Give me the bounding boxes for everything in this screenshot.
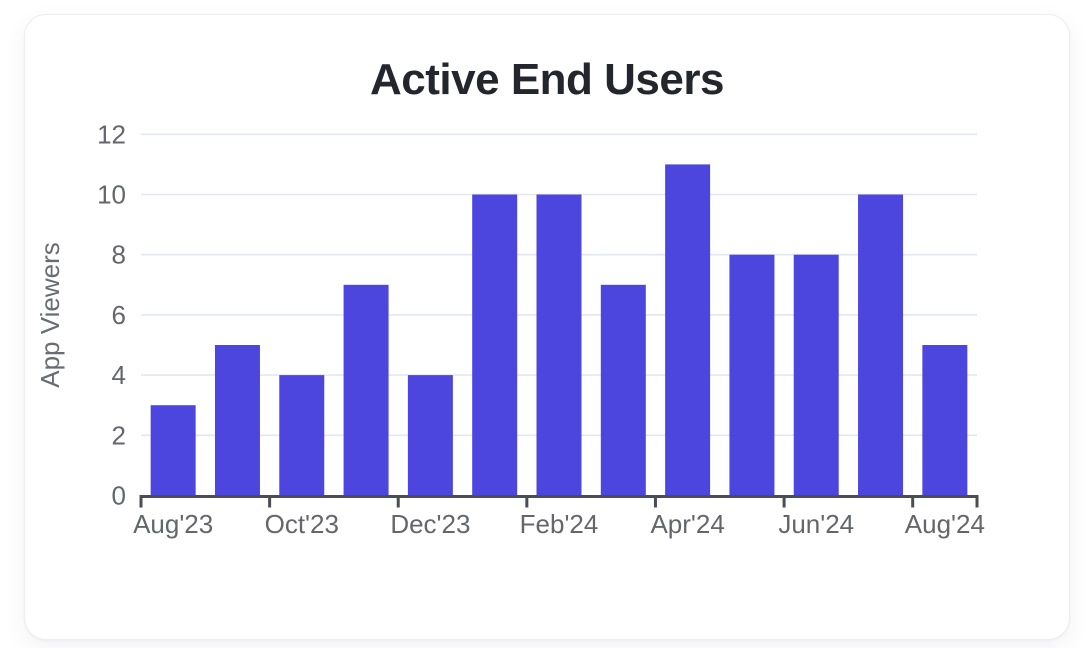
y-axis-tick-labels: 0 2 4 6 8 10 12	[97, 119, 126, 510]
y-axis-title: App Viewers	[35, 242, 65, 388]
y-tick-label: 4	[112, 360, 126, 390]
y-tick-label: 10	[97, 180, 126, 210]
bar[interactable]	[922, 345, 968, 496]
x-tick-label: Oct'23	[265, 509, 339, 539]
bar[interactable]	[150, 405, 196, 496]
x-axis-tick-labels: Aug'23 Oct'23 Dec'23 Feb'24 Apr'24 Jun'24 Aug'…	[133, 509, 985, 539]
bar[interactable]	[858, 194, 904, 496]
y-tick-label: 12	[97, 119, 126, 149]
y-tick-label: 6	[112, 300, 126, 330]
x-tick-label: Aug'23	[133, 509, 213, 539]
bar[interactable]	[665, 164, 711, 496]
x-tick-label: Feb'24	[520, 509, 599, 539]
bar[interactable]	[407, 375, 453, 496]
bar[interactable]	[729, 254, 775, 496]
y-tick-label: 0	[112, 481, 126, 511]
x-tick-label: Apr'24	[650, 509, 724, 539]
bars	[150, 164, 968, 496]
bar[interactable]	[536, 194, 582, 496]
y-tick-label: 8	[112, 240, 126, 270]
x-tick-label: Aug'24	[905, 509, 985, 539]
bar[interactable]	[600, 284, 646, 496]
bar[interactable]	[343, 284, 389, 496]
x-tick-label: Jun'24	[778, 509, 854, 539]
x-tick-label: Dec'23	[390, 509, 470, 539]
bar[interactable]	[279, 375, 325, 496]
bar[interactable]	[793, 254, 839, 496]
bar[interactable]	[472, 194, 518, 496]
y-tick-label: 2	[112, 420, 126, 450]
chart-title: Active End Users	[370, 55, 724, 104]
bar[interactable]	[214, 345, 260, 496]
x-axis-ticks	[139, 495, 979, 508]
